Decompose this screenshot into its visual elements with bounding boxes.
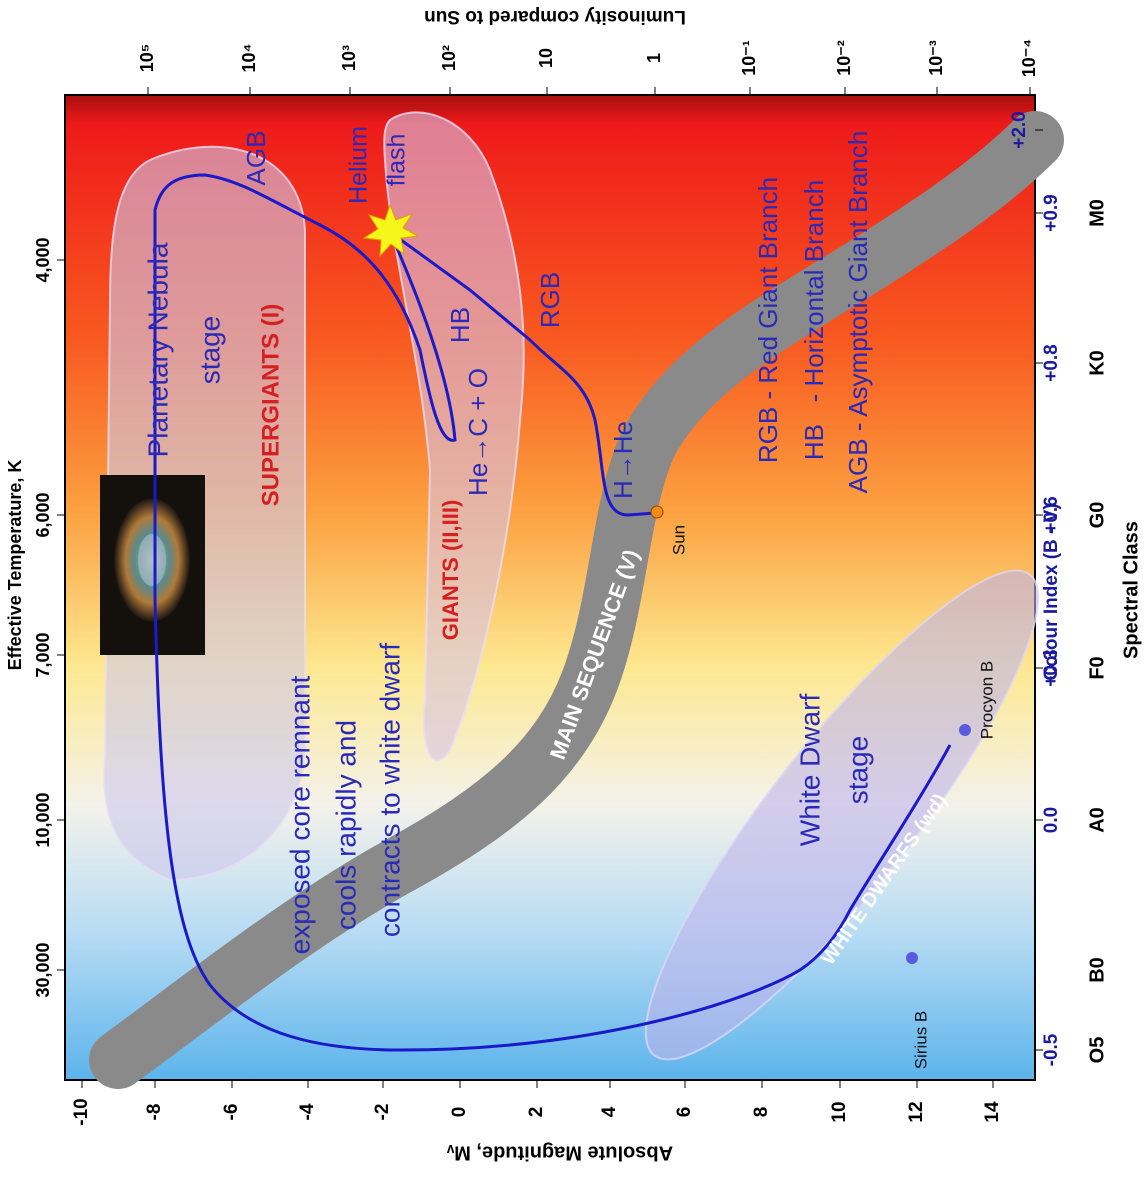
sun-dot — [651, 506, 663, 518]
luminosity-tick-label: 10⁴ — [239, 44, 259, 73]
stage-label: White Dwarf — [794, 694, 825, 847]
magnitude-tick-label: 12 — [906, 1101, 927, 1122]
region-label: SUPERGIANTS (I) — [257, 304, 284, 507]
temperature-tick-label: 30,000 — [33, 942, 53, 997]
stage-label: exposed core remnant — [284, 675, 315, 954]
luminosity-tick-label: 10⁻¹ — [739, 40, 759, 76]
colour-index-tick-label: +0.8 — [1041, 344, 1062, 382]
colour-index-tick-label: +2.0 — [1009, 111, 1030, 149]
magnitude-tick-label: -6 — [221, 1104, 242, 1121]
colour-index-axis-title: Colour Index (B - V) — [1041, 503, 1062, 680]
hr-diagram: -10 -8 -6 -4 -2 0 2 4 6 8 10 12 14 Absolute Magnitude… — [0, 0, 1146, 1178]
luminosity-tick-label: 10⁵ — [137, 44, 157, 72]
colour-index-tick-label: -0.5 — [1041, 1033, 1062, 1066]
region-label: GIANTS (II,III) — [438, 500, 463, 641]
spectral-class-tick-label: F0 — [1086, 656, 1108, 679]
magnitude-tick-label: 4 — [599, 1106, 620, 1117]
nebula-core — [138, 534, 166, 586]
luminosity-tick-label: 10⁻² — [834, 40, 854, 76]
track-label: RGB — [535, 272, 565, 328]
legend-entry: RGB - Red Giant Branch — [753, 177, 783, 463]
magnitude-tick-label: 8 — [751, 1107, 772, 1118]
luminosity-tick-label: 1 — [644, 53, 664, 63]
magnitude-tick-label: -10 — [71, 1098, 92, 1125]
magnitude-axis-title: Absolute Magnitude, Mᵥ — [446, 1142, 673, 1164]
luminosity-tick-label: 10⁻⁴ — [1019, 39, 1039, 77]
track-label: H→He — [608, 421, 638, 499]
track-label: AGB — [241, 131, 271, 186]
magnitude-tick-label: 0 — [449, 1107, 470, 1118]
colour-index-tick-label: 0.0 — [1041, 807, 1062, 833]
stage-label: flash — [383, 134, 411, 187]
colour-index-tick-label: +0.9 — [1041, 194, 1062, 232]
stage-label: Planetary Nebula — [142, 242, 173, 457]
luminosity-tick-label: 10 — [536, 48, 556, 68]
star-label: Sun — [669, 525, 688, 555]
legend-entry: HB - Horizontal Branch — [799, 180, 829, 460]
luminosity-tick-label: 10³ — [339, 45, 359, 71]
temperature-tick-label: 6,000 — [33, 492, 53, 537]
stage-label: stage — [842, 736, 873, 805]
page: { "axes": { "magnitude": {"title": "Abso… — [0, 0, 1146, 1178]
luminosity-tick-label: 10² — [439, 45, 459, 71]
procyon-b-dot — [959, 724, 971, 736]
stage-label: Helium — [345, 126, 373, 204]
temperature-tick-label: 10,000 — [33, 792, 53, 847]
sirius-b-dot — [906, 952, 918, 964]
stage-label: stage — [194, 316, 225, 385]
magnitude-tick-label: 6 — [674, 1107, 695, 1118]
magnitude-tick-label: 14 — [982, 1101, 1003, 1123]
magnitude-tick-label: 2 — [526, 1107, 547, 1118]
spectral-class-tick-label: A0 — [1086, 807, 1108, 833]
star-label: Sirius B — [911, 1011, 930, 1070]
spectral-class-tick-label: M0 — [1086, 199, 1108, 227]
spectral-class-axis-title: Spectral Class — [1120, 521, 1142, 659]
track-label: He→C + O — [463, 368, 493, 496]
stage-label: cools rapidly and — [330, 720, 361, 930]
luminosity-tick-label: 10⁻³ — [926, 40, 946, 76]
temperature-axis-title: Effective Temperature, K — [5, 460, 25, 671]
magnitude-tick-label: 10 — [829, 1101, 850, 1122]
luminosity-axis-title: Luminosity compared to Sun — [424, 6, 686, 27]
stage-label: contracts to white dwarf — [374, 643, 405, 937]
magnitude-tick-label: -8 — [144, 1104, 165, 1121]
magnitude-tick-label: -2 — [372, 1104, 393, 1121]
spectral-class-tick-label: B0 — [1086, 957, 1108, 983]
spectral-class-tick-label: G0 — [1086, 502, 1108, 529]
star-label: Procyon B — [977, 661, 996, 739]
magnitude-tick-label: -4 — [297, 1103, 318, 1120]
temperature-tick-label: 7,000 — [33, 632, 53, 677]
spectral-class-tick-label: K0 — [1086, 350, 1108, 376]
spectral-class-tick-label: O5 — [1086, 1037, 1108, 1064]
legend-entry: AGB - Asymptotic Giant Branch — [843, 131, 873, 494]
temperature-tick-label: 4,000 — [33, 237, 53, 282]
track-label: HB — [445, 307, 475, 343]
